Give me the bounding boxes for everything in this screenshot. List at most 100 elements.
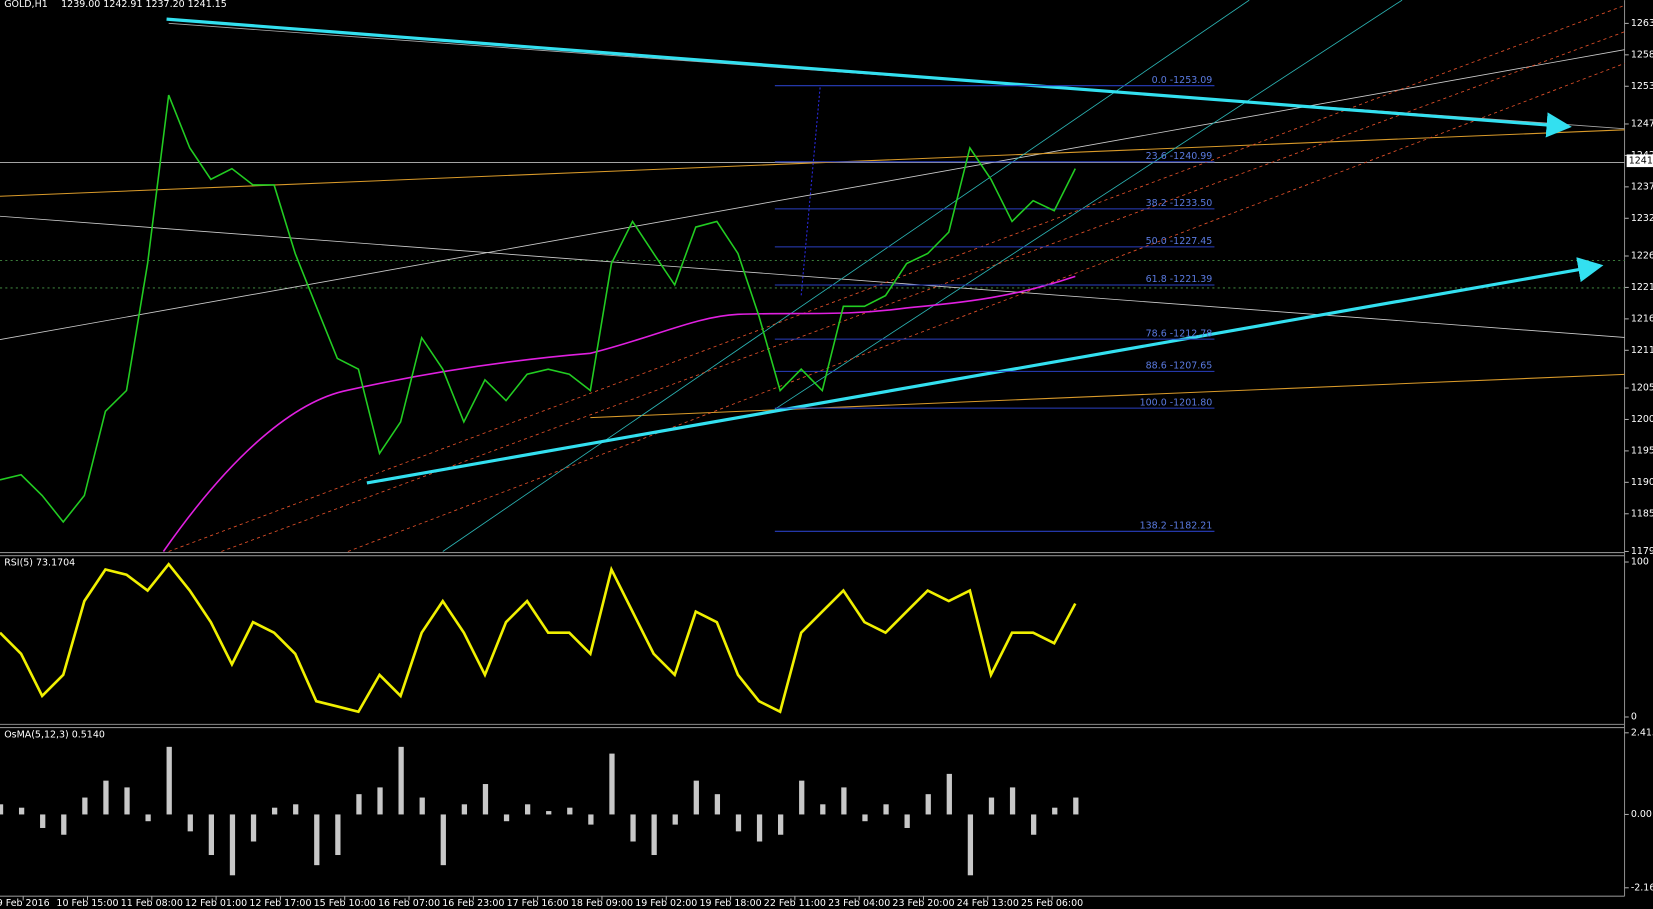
osma-bar bbox=[124, 787, 130, 815]
time-label: 18 Feb 09:00 bbox=[571, 898, 633, 909]
osma-bar bbox=[398, 746, 404, 815]
osma-bar bbox=[841, 787, 847, 815]
y-tick-label: 1190. bbox=[1631, 477, 1653, 488]
fib-label: 38.2 -1233.50 bbox=[1146, 198, 1213, 209]
time-label: 23 Feb 20:00 bbox=[892, 898, 954, 909]
y-tick-label: 2.415 bbox=[1631, 727, 1653, 738]
time-label: 16 Feb 07:00 bbox=[378, 898, 440, 909]
y-tick-label: 1195. bbox=[1631, 445, 1653, 456]
y-tick-label: 1179. bbox=[1631, 546, 1653, 557]
osma-bar bbox=[714, 794, 721, 815]
osma-bar bbox=[166, 746, 172, 815]
y-tick-label: 0.00 bbox=[1631, 809, 1652, 820]
fib-label: 88.6 -1207.65 bbox=[1146, 361, 1213, 372]
osma-bar bbox=[925, 794, 931, 815]
osma-bar bbox=[1031, 814, 1037, 835]
osma-bar bbox=[1073, 797, 1079, 815]
rsi-line bbox=[0, 562, 1077, 714]
osma-bar bbox=[419, 797, 425, 815]
osma-bar bbox=[946, 773, 952, 815]
osma-bar bbox=[40, 814, 46, 828]
y-tick-label: 1221. bbox=[1631, 282, 1653, 293]
osma-bar bbox=[461, 804, 468, 815]
osma-bar bbox=[883, 804, 889, 815]
osma-bar bbox=[693, 780, 699, 815]
osma-bar bbox=[567, 807, 573, 815]
osma-bar bbox=[482, 784, 489, 815]
osma-bar bbox=[335, 814, 341, 856]
osma-bar bbox=[967, 814, 974, 876]
osma-bar bbox=[314, 814, 320, 866]
osma-bar bbox=[377, 787, 383, 815]
osma-bar bbox=[503, 814, 510, 822]
time-label: 12 Feb 17:00 bbox=[249, 898, 311, 909]
symbol: GOLD,H1 bbox=[4, 0, 48, 10]
time-label: 9 Feb 2016 bbox=[0, 898, 50, 909]
osma-bar bbox=[546, 811, 552, 815]
osma-bar bbox=[778, 814, 784, 835]
osma-bar bbox=[61, 814, 67, 835]
fib-label: 138.2 -1182.21 bbox=[1140, 521, 1213, 532]
osma-title: OsMA(5,12,3) 0.5140 bbox=[4, 729, 105, 740]
y-tick-label: 1253. bbox=[1631, 81, 1653, 92]
fib-label: 0.0 -1253.09 bbox=[1152, 75, 1213, 86]
osma-bar bbox=[187, 814, 193, 832]
osma-bar bbox=[1052, 807, 1058, 815]
osma-bar bbox=[18, 807, 25, 815]
fib-label: 50.0 -1227.45 bbox=[1146, 236, 1213, 247]
time-label: 11 Feb 08:00 bbox=[121, 898, 183, 909]
time-label: 24 Feb 13:00 bbox=[957, 898, 1019, 909]
y-tick-label: 0 bbox=[1631, 711, 1637, 722]
fib-label: 78.6 -1212.78 bbox=[1146, 328, 1213, 339]
osma-bar bbox=[904, 814, 910, 828]
y-tick-label: 1258. bbox=[1631, 49, 1653, 60]
osma-bar bbox=[524, 804, 531, 815]
osma-bar bbox=[735, 814, 742, 832]
time-label: 15 Feb 10:00 bbox=[314, 898, 376, 909]
time-label: 12 Feb 01:00 bbox=[185, 898, 247, 909]
osma-bar bbox=[756, 814, 763, 842]
panel-frames bbox=[0, 0, 1626, 897]
osma-bar bbox=[1009, 787, 1016, 815]
osma-bar bbox=[229, 814, 236, 876]
time-label: 19 Feb 18:00 bbox=[700, 898, 762, 909]
fib-label: 100.0 -1201.80 bbox=[1140, 397, 1213, 408]
osma-bar bbox=[103, 780, 109, 815]
y-tick-label: 1185. bbox=[1631, 508, 1653, 519]
current-price-label: 1241. bbox=[1629, 155, 1653, 166]
osma-bar bbox=[988, 797, 995, 815]
osma-bar bbox=[293, 804, 299, 815]
osma-bar bbox=[82, 797, 88, 815]
fib-label: 61.8 -1221.39 bbox=[1146, 274, 1213, 285]
osma-bar bbox=[208, 814, 215, 856]
time-label: 17 Feb 16:00 bbox=[507, 898, 569, 909]
osma-bar bbox=[145, 814, 151, 822]
osma-bar bbox=[271, 807, 278, 815]
time-label: 23 Feb 04:00 bbox=[828, 898, 890, 909]
y-tick-label: 1226. bbox=[1631, 251, 1653, 262]
osma-bar bbox=[440, 814, 446, 866]
time-label: 22 Feb 11:00 bbox=[764, 898, 826, 909]
osma-bar bbox=[651, 814, 657, 856]
y-tick-label: 1237. bbox=[1631, 181, 1653, 192]
time-label: 10 Feb 15:00 bbox=[56, 898, 118, 909]
price-line bbox=[0, 94, 1077, 524]
osma-bar bbox=[799, 780, 805, 815]
y-tick-label: 1232. bbox=[1631, 213, 1653, 224]
osma-bar bbox=[588, 814, 594, 825]
fib-label: 23.6 -1240.99 bbox=[1146, 151, 1213, 162]
y-tick-label: 1200. bbox=[1631, 414, 1653, 425]
time-label: 16 Feb 23:00 bbox=[442, 898, 504, 909]
y-tick-label: 1247. bbox=[1631, 118, 1653, 129]
current-price-box bbox=[1626, 154, 1653, 168]
y-tick-label: -2.169 bbox=[1631, 882, 1653, 893]
osma-bar bbox=[862, 814, 868, 822]
osma-bar bbox=[820, 804, 826, 815]
y-tick-label: 100 bbox=[1631, 557, 1649, 568]
osma-bar bbox=[609, 753, 615, 815]
y-tick-label: 1205. bbox=[1631, 383, 1653, 394]
